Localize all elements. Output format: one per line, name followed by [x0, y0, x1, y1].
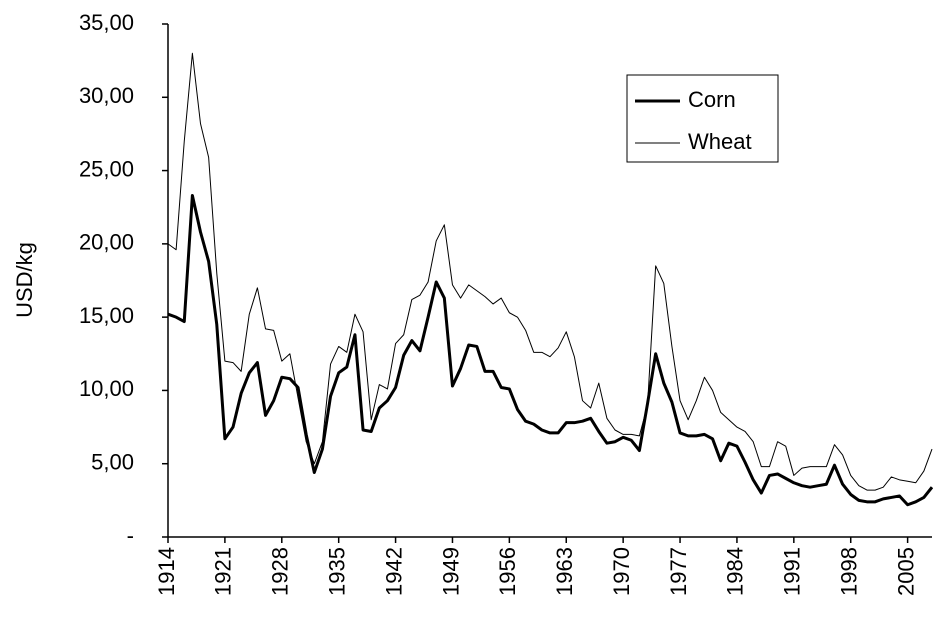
y-tick-label: 25,00 [79, 156, 134, 181]
x-tick-label: 2005 [893, 547, 918, 596]
y-tick-label: 15,00 [79, 303, 134, 328]
x-tick-label: 1970 [609, 547, 634, 596]
x-tick-label: 1928 [268, 547, 293, 596]
y-tick-label: 30,00 [79, 83, 134, 108]
y-tick-label: 5,00 [91, 450, 134, 475]
legend-label: Corn [688, 87, 736, 112]
y-tick-label: 20,00 [79, 230, 134, 255]
x-tick-label: 1991 [780, 547, 805, 596]
x-tick-label: 1949 [438, 547, 463, 596]
legend-box [626, 74, 779, 163]
x-tick-label: 1914 [154, 547, 179, 596]
x-tick-label: 1984 [723, 547, 748, 596]
y-tick-label: 10,00 [79, 376, 134, 401]
x-tick-label: 1956 [495, 547, 520, 596]
line-series [167, 52, 933, 491]
x-tick-label: 1977 [666, 547, 691, 596]
y-tick-label: - [127, 523, 134, 548]
x-tick-label: 1963 [552, 547, 577, 596]
x-tick-label: 1921 [211, 547, 236, 596]
y-tick-label: 35,00 [79, 10, 134, 35]
line-series [167, 193, 933, 507]
x-tick-label: 1942 [381, 547, 406, 596]
x-tick-label: 1935 [324, 547, 349, 596]
x-tick-label: 1998 [837, 547, 862, 596]
legend-label: Wheat [688, 129, 752, 154]
y-axis-label: USD/kg [12, 242, 37, 318]
